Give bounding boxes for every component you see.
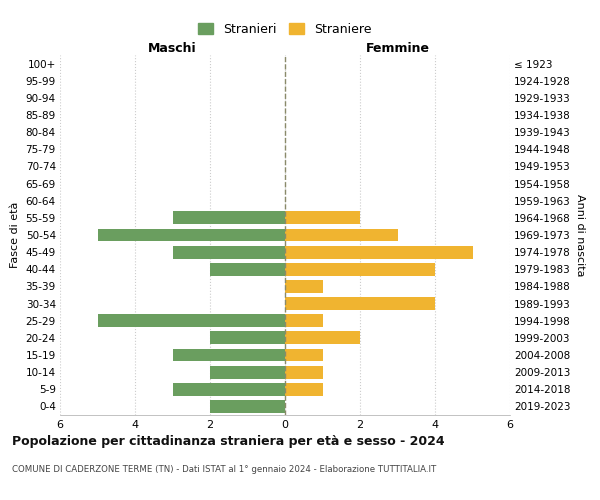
Text: Femmine: Femmine: [365, 42, 430, 55]
Bar: [285, 297, 435, 310]
Bar: [285, 263, 435, 276]
Text: Popolazione per cittadinanza straniera per età e sesso - 2024: Popolazione per cittadinanza straniera p…: [12, 435, 445, 448]
Y-axis label: Fasce di età: Fasce di età: [10, 202, 20, 268]
Text: COMUNE DI CADERZONE TERME (TN) - Dati ISTAT al 1° gennaio 2024 - Elaborazione TU: COMUNE DI CADERZONE TERME (TN) - Dati IS…: [12, 465, 436, 474]
Bar: [285, 348, 323, 362]
Bar: [285, 383, 323, 396]
Bar: [210, 263, 285, 276]
Bar: [210, 332, 285, 344]
Y-axis label: Anni di nascita: Anni di nascita: [575, 194, 585, 276]
Bar: [285, 228, 398, 241]
Bar: [285, 332, 360, 344]
Bar: [173, 246, 285, 258]
Legend: Stranieri, Straniere: Stranieri, Straniere: [193, 18, 377, 41]
Bar: [97, 314, 285, 327]
Bar: [285, 212, 360, 224]
Bar: [285, 314, 323, 327]
Bar: [285, 280, 323, 293]
Bar: [173, 383, 285, 396]
Bar: [97, 228, 285, 241]
Bar: [285, 246, 473, 258]
Bar: [210, 366, 285, 378]
Bar: [210, 400, 285, 413]
Bar: [285, 366, 323, 378]
Bar: [173, 348, 285, 362]
Bar: [173, 212, 285, 224]
Text: Maschi: Maschi: [148, 42, 197, 55]
